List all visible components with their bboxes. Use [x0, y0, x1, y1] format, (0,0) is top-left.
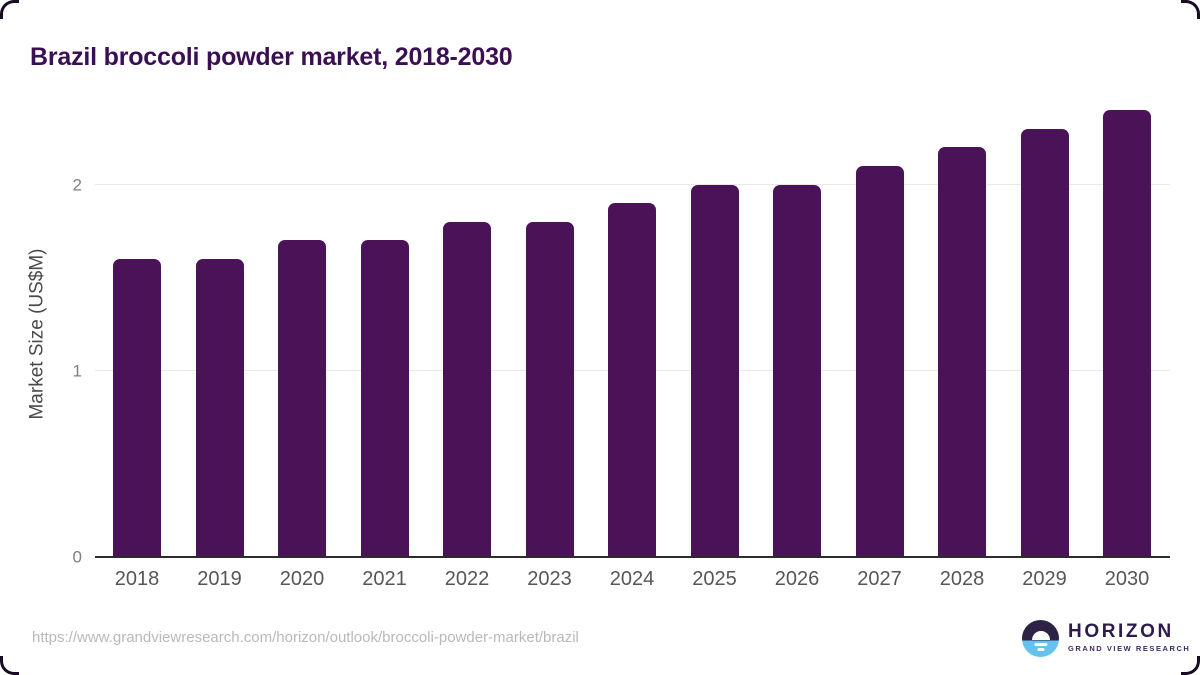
- bar-2022[interactable]: [443, 221, 491, 557]
- bar-2025[interactable]: [690, 184, 739, 557]
- y-tick-label: 2: [72, 175, 82, 194]
- chart-title: Brazil broccoli powder market, 2018-2030: [30, 42, 513, 71]
- bar-2028[interactable]: [938, 147, 986, 557]
- bar-2023[interactable]: [525, 221, 574, 557]
- sun-reflection-line: [1037, 648, 1044, 651]
- bar-cell-2020: 2020: [278, 110, 326, 590]
- bar-2029[interactable]: [1020, 128, 1069, 557]
- bar-2021[interactable]: [360, 240, 409, 557]
- plot-area: 2018 2019 2020 2021 2022 2023 2024 2025 2026 2027…: [95, 110, 1170, 590]
- bar-cell-2030: 2030: [1103, 110, 1151, 590]
- bar-cell-2021: 2021: [360, 110, 409, 590]
- x-axis-line: [95, 556, 1170, 558]
- bar-2026[interactable]: [773, 184, 821, 557]
- horizon-logo: HORIZON GRAND VIEW RESEARCH: [1022, 620, 1190, 660]
- bar-2030[interactable]: [1103, 110, 1151, 557]
- logo-text-block: HORIZON GRAND VIEW RESEARCH: [1068, 620, 1190, 653]
- y-tick-label: 0: [72, 547, 82, 567]
- x-tick-label-2024: 2024: [609, 568, 655, 590]
- bar-cell-2024: 2024: [608, 110, 656, 590]
- bar-cell-2028: 2028: [938, 110, 986, 590]
- y-axis-ticks: 0 1 2: [58, 110, 88, 566]
- y-tick-label: 1: [72, 361, 82, 381]
- x-tick-label-2020: 2020: [279, 568, 325, 590]
- x-tick-label-2028: 2028: [939, 568, 985, 590]
- logo-sub-text: GRAND VIEW RESEARCH: [1068, 644, 1191, 653]
- frame-corner-bottom-left: [0, 656, 19, 675]
- x-tick-label-2030: 2030: [1104, 568, 1150, 590]
- horizon-sunrise-icon: [1022, 620, 1059, 657]
- frame-corner-bottom-right: [1181, 656, 1200, 675]
- x-tick-label-2025: 2025: [692, 568, 737, 590]
- frame-corner-top-right: [1181, 0, 1200, 19]
- bars-row: 2018 2019 2020 2021 2022 2023 2024 2025 2026 2027…: [95, 110, 1170, 590]
- bar-cell-2027: 2027: [855, 110, 904, 590]
- y-axis-title: Market Size (US$M): [22, 110, 54, 557]
- x-tick-label-2029: 2029: [1022, 568, 1067, 590]
- bar-2027[interactable]: [855, 165, 904, 557]
- bar-cell-2019: 2019: [195, 110, 244, 590]
- bar-cell-2023: 2023: [525, 110, 574, 590]
- y-axis-title-text: Market Size (US$M): [27, 247, 48, 420]
- frame-corner-top-left: [0, 0, 19, 19]
- source-url: https://www.grandviewresearch.com/horizo…: [32, 629, 579, 646]
- bar-2018[interactable]: [113, 259, 161, 557]
- bar-cell-2018: 2018: [113, 110, 161, 590]
- bar-2024[interactable]: [608, 203, 656, 557]
- bar-cell-2025: 2025: [690, 110, 739, 590]
- bar-cell-2029: 2029: [1020, 110, 1069, 590]
- bar-2020[interactable]: [278, 240, 326, 557]
- bar-cell-2022: 2022: [443, 110, 491, 590]
- bar-2019[interactable]: [195, 259, 244, 557]
- x-tick-label-2021: 2021: [362, 568, 407, 590]
- x-tick-label-2019: 2019: [197, 568, 242, 590]
- logo-brand-text: HORIZON: [1068, 621, 1174, 642]
- x-tick-label-2027: 2027: [857, 568, 902, 590]
- sun-reflection-line: [1034, 643, 1047, 646]
- gridline-y-2: [95, 183, 1170, 185]
- x-tick-label-2022: 2022: [444, 568, 490, 590]
- x-tick-label-2023: 2023: [527, 568, 572, 590]
- x-tick-label-2026: 2026: [774, 568, 820, 590]
- sun-shape: [1031, 631, 1050, 641]
- bar-cell-2026: 2026: [773, 110, 821, 590]
- x-tick-label-2018: 2018: [114, 568, 160, 590]
